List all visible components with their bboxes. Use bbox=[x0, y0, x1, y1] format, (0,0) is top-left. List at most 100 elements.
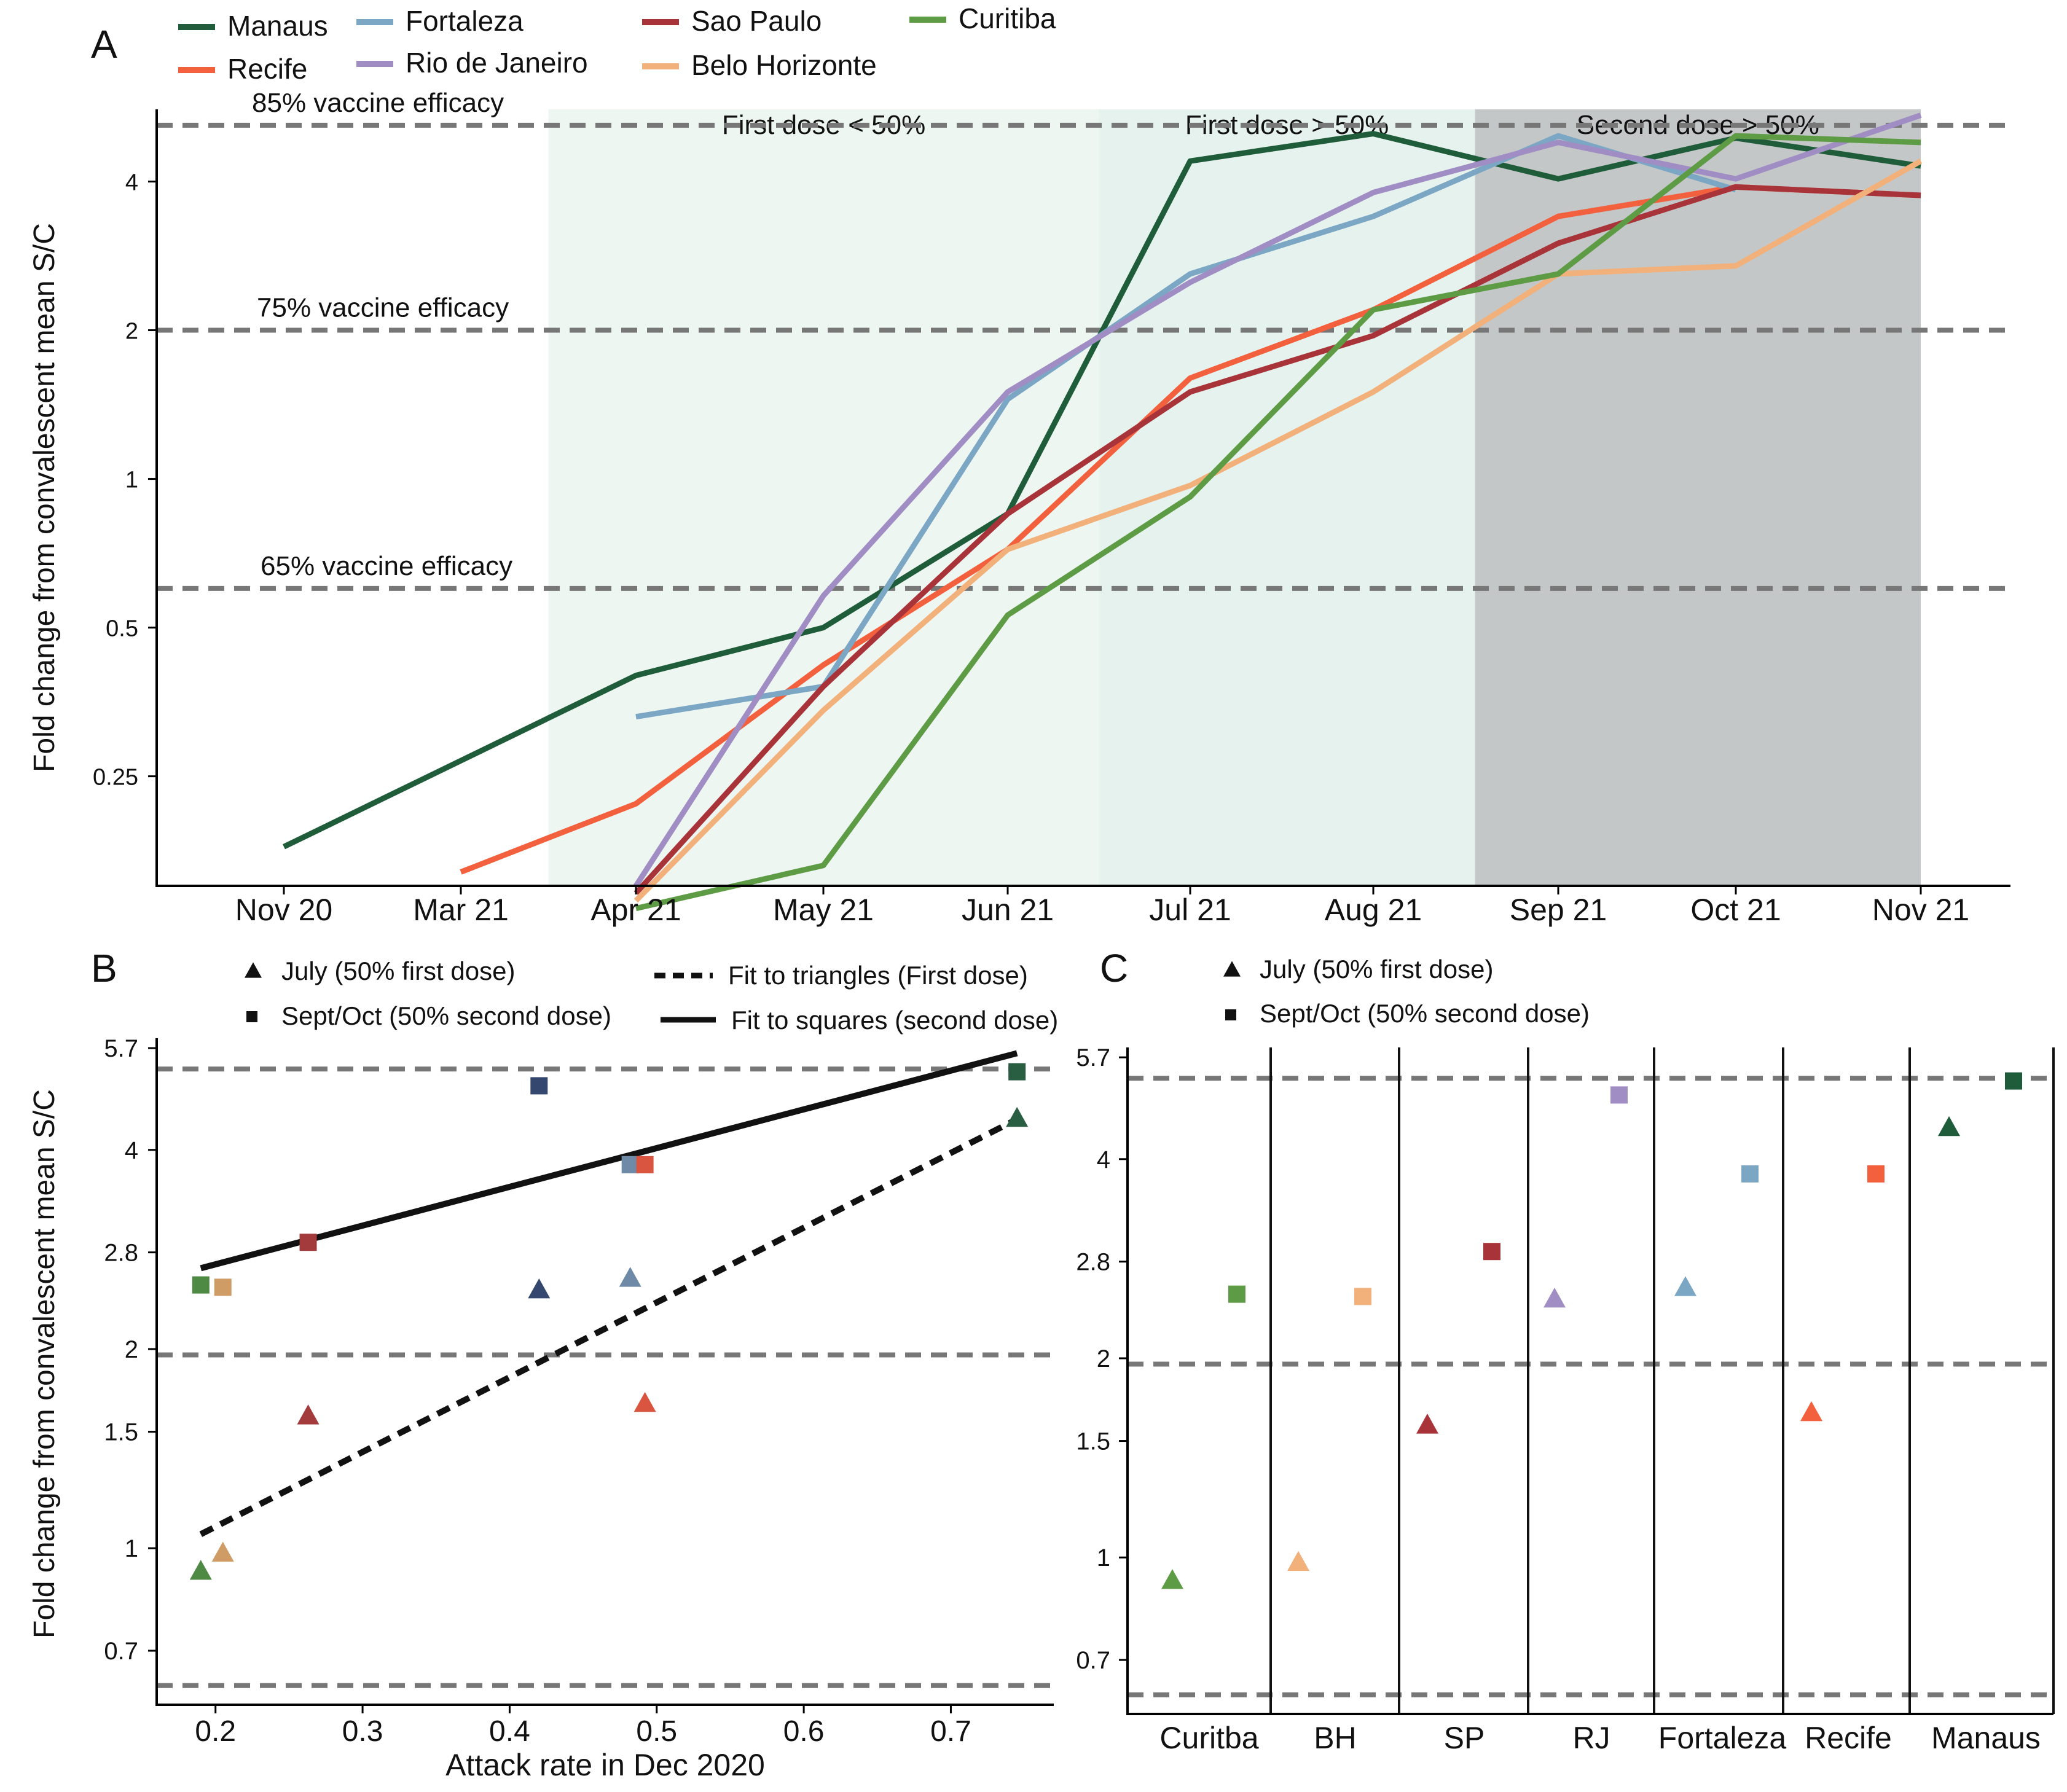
y-tick-label: 0.7 bbox=[104, 1638, 138, 1665]
triangle-rj bbox=[1543, 1287, 1566, 1308]
legend-label-rio-de-janeiro: Rio de Janeiro bbox=[406, 47, 588, 79]
y-tick-label: 5.7 bbox=[1076, 1044, 1110, 1071]
legend-square-label: Sept/Oct (50% second dose) bbox=[1260, 999, 1590, 1028]
x-tick-label: Jul 21 bbox=[1149, 893, 1231, 927]
panel-a-letter: A bbox=[91, 22, 117, 66]
y-tick-label: 0.7 bbox=[1076, 1647, 1110, 1674]
panel-b-letter: B bbox=[91, 946, 117, 990]
legend-triangle-label: July (50% first dose) bbox=[1260, 955, 1493, 984]
series-line-curitiba bbox=[635, 133, 1921, 912]
y-tick-label: 0.25 bbox=[93, 765, 138, 791]
triangle-fortaleza bbox=[619, 1267, 641, 1287]
triangle-sp bbox=[1416, 1414, 1438, 1434]
panel-b: B 0.7 1 1.5 2 2.8 4 5.7 0.2 0.3 0.4 0.5 0.6 0.7 Attack… bbox=[28, 946, 1058, 1782]
square-sao-paulo bbox=[299, 1234, 317, 1251]
legend-label-manaus: Manaus bbox=[227, 10, 328, 42]
efficacy-label: 75% vaccine efficacy bbox=[257, 293, 509, 323]
y-tick-label: 2.8 bbox=[1076, 1249, 1110, 1276]
legend-dashed-label: Fit to triangles (First dose) bbox=[728, 961, 1028, 990]
panel-c-letter: C bbox=[1100, 946, 1128, 990]
x-tick-label: Recife bbox=[1805, 1721, 1892, 1755]
y-tick-label: 2 bbox=[125, 319, 138, 345]
x-tick-label: 0.7 bbox=[930, 1715, 971, 1748]
y-tick-label: 1 bbox=[1097, 1544, 1110, 1571]
x-tick-label: Mar 21 bbox=[413, 893, 509, 927]
legend-solid-label: Fit to squares (second dose) bbox=[731, 1006, 1058, 1035]
square-fortaleza bbox=[621, 1156, 639, 1173]
square-curitba bbox=[1228, 1285, 1245, 1303]
square-manaus bbox=[2005, 1072, 2022, 1090]
x-axis-title: Attack rate in Dec 2020 bbox=[445, 1748, 765, 1782]
series-line-belo-horizonte bbox=[633, 158, 1923, 903]
x-tick-label: Jun 21 bbox=[962, 893, 1054, 927]
x-tick-label: 0.4 bbox=[489, 1715, 530, 1748]
y-tick-label: 2 bbox=[125, 1336, 138, 1363]
fit-line-triangles bbox=[199, 1116, 1019, 1537]
legend-triangle-label: July (50% first dose) bbox=[281, 957, 515, 985]
x-tick-label: Apr 21 bbox=[590, 893, 681, 927]
square-rj bbox=[1610, 1086, 1628, 1104]
panel-c: C 0.7 1 1.5 2 2.8 4 5.7 Curitba BH SP RJ Fortaleza Re… bbox=[1076, 946, 2055, 1755]
triangle-curitba bbox=[1161, 1569, 1183, 1589]
y-tick-label: 1 bbox=[125, 468, 138, 493]
square-rio-de-janeiro bbox=[530, 1077, 548, 1095]
x-tick-label: Manaus bbox=[1931, 1721, 2041, 1755]
legend-label-curitiba: Curitiba bbox=[959, 2, 1056, 34]
square-recife bbox=[636, 1156, 654, 1173]
efficacy-label: 65% vaccine efficacy bbox=[261, 551, 512, 581]
x-tick-label: Nov 20 bbox=[235, 893, 332, 927]
triangle-belo-horizonte bbox=[211, 1541, 234, 1562]
triangle-fortaleza bbox=[1674, 1276, 1696, 1296]
y-axis-title: Fold change from convalescent mean S/C bbox=[28, 223, 61, 772]
legend-square-marker bbox=[246, 1011, 257, 1022]
x-tick-label: Aug 21 bbox=[1325, 893, 1422, 927]
square-sp bbox=[1483, 1243, 1500, 1261]
x-tick-label: 0.6 bbox=[783, 1715, 825, 1748]
legend-label-belo-horizonte: Belo Horizonte bbox=[691, 49, 877, 81]
y-tick-label: 4 bbox=[1097, 1146, 1110, 1173]
y-tick-label: 2 bbox=[1097, 1345, 1110, 1372]
legend-triangle-marker bbox=[1223, 961, 1241, 977]
y-tick-label: 1.5 bbox=[1076, 1428, 1110, 1455]
square-recife bbox=[1867, 1165, 1885, 1183]
x-tick-label: Fortaleza bbox=[1658, 1721, 1787, 1755]
x-tick-label: 0.3 bbox=[342, 1715, 383, 1748]
series-line-recife bbox=[460, 184, 1921, 875]
period-shade-first-dose-50- bbox=[548, 109, 1099, 886]
y-tick-label: 1.5 bbox=[104, 1419, 138, 1446]
x-tick-label: 0.5 bbox=[636, 1715, 677, 1748]
series-line-sao-paulo bbox=[633, 184, 1921, 895]
x-tick-label: May 21 bbox=[773, 893, 874, 927]
x-tick-label: RJ bbox=[1572, 1721, 1610, 1755]
y-tick-label: 2.8 bbox=[104, 1240, 138, 1267]
y-axis-title: Fold change from convalescent mean S/C bbox=[28, 1089, 61, 1638]
series-line-manaus bbox=[283, 131, 1921, 850]
legend-square-marker bbox=[1225, 1009, 1236, 1020]
period-shade-second-dose-50- bbox=[1475, 109, 1921, 886]
x-tick-label: BH bbox=[1314, 1721, 1356, 1755]
x-tick-label: Nov 21 bbox=[1872, 893, 1969, 927]
square-fortaleza bbox=[1741, 1165, 1759, 1183]
legend-label-sao-paulo: Sao Paulo bbox=[691, 5, 822, 37]
triangle-recife bbox=[1800, 1401, 1822, 1422]
square-belo-horizonte bbox=[214, 1278, 232, 1296]
x-tick-label: Curitba bbox=[1159, 1721, 1258, 1755]
triangle-recife bbox=[633, 1391, 656, 1412]
square-bh bbox=[1354, 1288, 1371, 1305]
y-tick-label: 1 bbox=[125, 1535, 138, 1562]
triangle-curitiba bbox=[189, 1560, 212, 1580]
y-tick-label: 5.7 bbox=[104, 1035, 138, 1062]
triangle-rio-de-janeiro bbox=[528, 1278, 551, 1299]
legend-label-recife: Recife bbox=[227, 53, 307, 85]
triangle-bh bbox=[1287, 1551, 1309, 1571]
y-tick-label: 4 bbox=[125, 170, 138, 195]
y-tick-label: 0.5 bbox=[106, 616, 138, 642]
square-manaus bbox=[1008, 1063, 1026, 1081]
x-tick-label: Oct 21 bbox=[1690, 893, 1781, 927]
legend-triangle-marker bbox=[245, 962, 262, 978]
triangle-manaus bbox=[1006, 1106, 1029, 1127]
square-curitiba bbox=[192, 1276, 210, 1294]
triangle-manaus bbox=[1938, 1116, 1960, 1137]
